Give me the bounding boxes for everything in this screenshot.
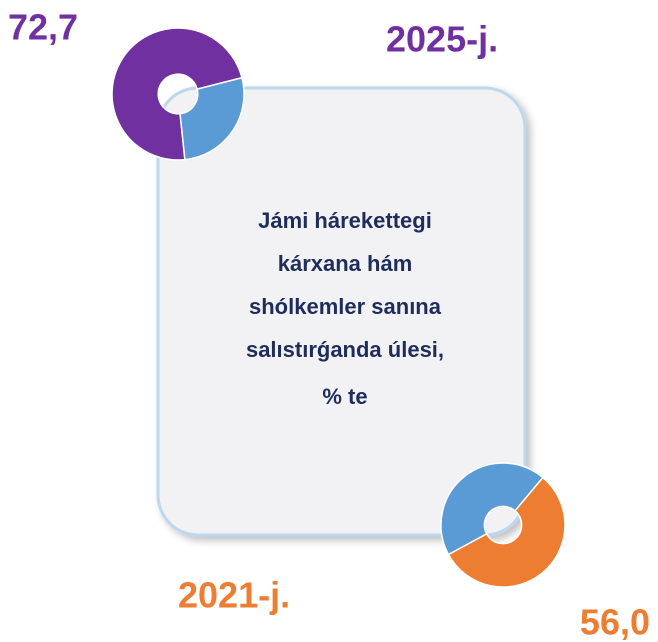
- chart-title: 2021-j.: [178, 575, 290, 616]
- caption-line: shólkemler sanına: [249, 294, 442, 319]
- caption: Jámi hárekettegi kárxana hám shólkemler …: [246, 208, 444, 409]
- donut-slice: [447, 476, 566, 588]
- caption-line: % te: [322, 384, 367, 409]
- value-label: 56,0: [580, 602, 650, 642]
- caption-line: Jámi hárekettegi: [258, 208, 432, 233]
- caption-box: [156, 86, 527, 537]
- donut-slice: [440, 462, 544, 556]
- charts: 2025-j. 72,7 2021-j. 56,0: [8, 7, 650, 642]
- donut-slice: [111, 27, 243, 161]
- value-label: 72,7: [8, 7, 78, 48]
- donut-slice: [179, 76, 245, 161]
- caption-line: salıstırǵanda úlesi,: [246, 337, 444, 362]
- caption-line: kárxana hám: [278, 251, 413, 276]
- chart-title: 2025-j.: [386, 19, 498, 60]
